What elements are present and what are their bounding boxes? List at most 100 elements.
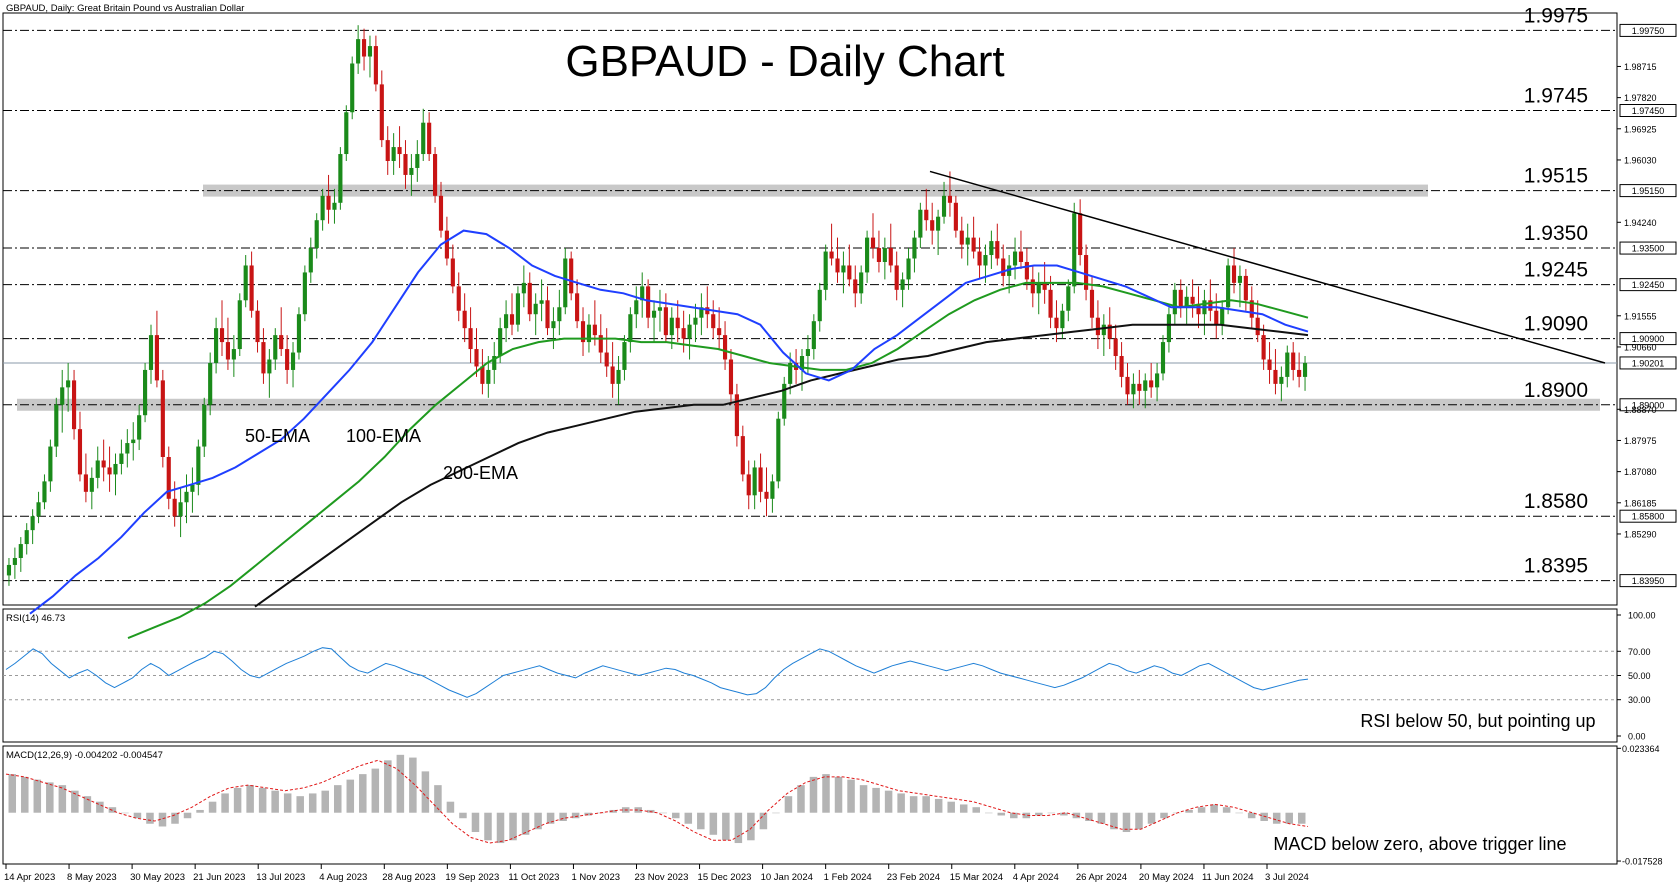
candle-up [1012,251,1018,266]
macd-bar [409,757,417,813]
macd-bar [296,796,304,813]
x-tick-label: 30 May 2023 [130,872,185,883]
candle-up [657,307,663,311]
macd-bar [947,801,955,813]
candle-down [172,498,177,517]
macd-tick-label: 0.023364 [1622,744,1660,754]
macd-bar [58,785,67,813]
candle-down [675,317,680,329]
x-tick-label: 3 Jul 2024 [1265,872,1309,883]
candle-down [385,140,390,161]
price-tick-label: 1.91555 [1624,311,1657,321]
macd-bar [371,768,380,813]
candle-down [261,342,266,374]
candle-up [95,460,100,478]
x-tick-label: 8 May 2023 [67,872,117,883]
macd-bar [747,812,755,841]
macd-bar [1010,812,1018,819]
macd-bar [1072,812,1081,819]
axis-level-label: 1.89000 [1632,400,1665,410]
macd-bar [1097,812,1106,824]
candle-up [622,342,627,370]
macd-bar [496,812,505,844]
candle-down [219,328,225,343]
macd-bar [772,812,780,814]
price-tick-label: 1.88870 [1624,405,1657,415]
candle-down [592,324,597,336]
macd-bar [459,812,467,819]
macd-bar [384,760,392,813]
candle-up [1155,373,1160,388]
candle-down [569,258,574,294]
candle-up [1036,282,1041,294]
candle-down [746,474,751,496]
macd-bar [271,790,279,813]
macd-bar [784,796,793,813]
rsi-tick-label: 100.00 [1628,611,1656,621]
chart-title: GBPAUD - Daily Chart [565,37,1004,86]
candle-down [432,154,438,196]
candle-up [788,362,793,384]
candle-down [397,147,402,155]
candle-down [279,335,284,350]
candle-up [841,265,846,273]
macd-bar [872,787,880,813]
macd-bar [1297,812,1306,824]
candle-up [811,321,816,350]
axis-level-box [1619,104,1677,118]
candle-down [468,328,473,350]
macd-bar [221,793,229,813]
candle-up [273,335,278,360]
macd-bar [471,812,480,833]
candle-down [444,230,449,259]
price-axis: 1.99750 1.97450 1.95150 1.93500 1.92450 1.909… [1617,23,1677,588]
macd-bar [121,812,129,814]
candle-up [60,387,65,405]
ema200-line [254,323,1309,608]
candle-up [651,310,657,318]
macd-bar [1210,804,1218,813]
candle-down [225,342,231,360]
axis-level-label: 1.99750 [1632,26,1665,36]
candle-up [143,369,148,416]
candle-up [184,491,189,503]
price-tick-label: 1.98715 [1624,62,1657,72]
candle-up [42,481,47,503]
price-levels: 1.9975 1.9745 1.9515 1.9350 1.9245 1.9090 1.89… [3,4,1617,582]
candle-up [18,544,23,558]
macd-bar [697,812,705,830]
macd-bar [171,812,179,824]
candle-down [1255,317,1260,336]
candle-up [119,453,124,464]
candlesticks [6,25,1308,586]
price-tick-label: 1.85290 [1624,529,1657,539]
macd-bar [1160,812,1168,819]
x-tick-label: 26 Apr 2024 [1076,872,1127,883]
candle-up [1237,275,1243,283]
rsi-tick-label: 50.00 [1628,671,1651,681]
candle-up [296,314,302,353]
axis-level-box [1619,509,1677,523]
candle-up [799,356,805,370]
candle-up [1131,383,1136,395]
macd-bar [521,812,530,835]
candle-up [823,251,828,290]
candle-down [758,467,763,492]
axis-level-box [1619,574,1677,588]
candle-up [551,321,556,329]
macd-bar [1285,812,1293,824]
candle-up [113,463,118,475]
candle-down [160,380,165,457]
candle-down [1089,289,1095,318]
macd-bar [709,812,718,835]
candle-down [1249,300,1254,318]
candle-down [361,39,367,57]
candle-up [989,241,994,256]
candle-down [764,491,769,499]
candle-up [492,356,497,370]
candle-up [693,317,698,325]
candle-up [486,369,491,384]
candle-up [54,404,59,447]
candle-down [1018,251,1024,262]
candle-down [1149,380,1154,388]
